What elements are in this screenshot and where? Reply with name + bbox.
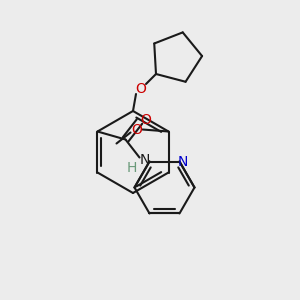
Text: N: N [177, 154, 188, 169]
Text: O: O [140, 112, 151, 127]
Text: H: H [126, 160, 137, 175]
Text: N: N [139, 152, 150, 167]
Text: O: O [136, 82, 146, 96]
Text: O: O [131, 122, 142, 136]
